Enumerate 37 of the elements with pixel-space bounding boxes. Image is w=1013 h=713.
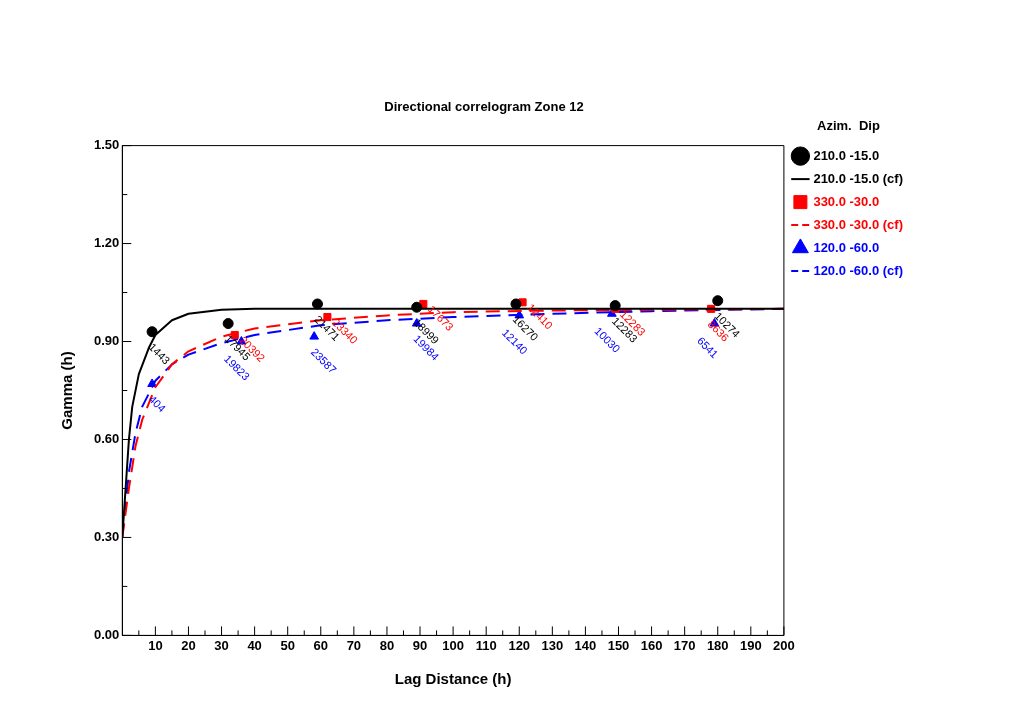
legend-title: Azim. Dip xyxy=(817,118,880,134)
x-tick-label: 120 xyxy=(508,637,531,653)
y-tick-label: 0.00 xyxy=(93,626,120,642)
x-tick-label: 90 xyxy=(412,637,428,653)
x-tick-label: 200 xyxy=(773,637,795,653)
x-tick-label: 140 xyxy=(574,637,597,653)
x-tick-label: 20 xyxy=(181,637,196,653)
legend-label: 210.0 -15.0 xyxy=(813,147,880,163)
legend-label: 330.0 -30.0 (cf) xyxy=(813,216,904,232)
legend-label: 210.0 -15.0 (cf) xyxy=(813,170,904,186)
x-tick-label: 180 xyxy=(706,637,729,653)
legend-label: 120.0 -60.0 (cf) xyxy=(813,262,904,278)
x-tick-label: 30 xyxy=(214,637,229,653)
y-tick-label: 1.20 xyxy=(93,235,120,251)
x-tick-label: 80 xyxy=(379,637,395,653)
chart-title: Directional correlogram Zone 12 xyxy=(384,99,584,115)
x-tick-label: 70 xyxy=(346,637,362,653)
x-tick-label: 110 xyxy=(475,637,497,653)
x-tick-label: 50 xyxy=(280,637,295,653)
y-axis-title: Gamma (h) xyxy=(58,351,76,430)
x-tick-label: 170 xyxy=(673,637,696,653)
x-tick-label: 190 xyxy=(739,637,762,653)
x-tick-label: 60 xyxy=(313,637,329,653)
y-tick-label: 1.50 xyxy=(93,137,120,153)
x-tick-label: 100 xyxy=(442,637,464,653)
y-tick-label: 0.60 xyxy=(93,431,120,447)
x-tick-label: 160 xyxy=(640,637,663,653)
x-tick-label: 130 xyxy=(541,637,564,653)
x-tick-label: 40 xyxy=(247,637,262,653)
annotation: 404 xyxy=(146,392,169,415)
legend-label: 120.0 -60.0 xyxy=(813,239,880,255)
x-tick-label: 10 xyxy=(148,637,163,653)
legend-label: 330.0 -30.0 xyxy=(813,193,880,209)
y-tick-label: 0.90 xyxy=(93,333,120,349)
x-tick-label: 150 xyxy=(607,637,630,653)
y-tick-label: 0.30 xyxy=(93,529,120,545)
x-axis-title: Lag Distance (h) xyxy=(394,670,512,688)
